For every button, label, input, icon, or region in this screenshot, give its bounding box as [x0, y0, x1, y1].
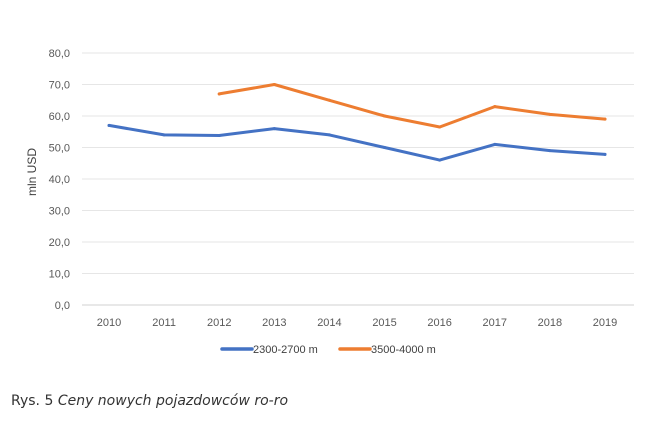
data-point — [107, 123, 111, 127]
caption-title: Ceny nowych pojazdowców ro-ro — [57, 393, 289, 409]
data-point — [272, 83, 276, 86]
y-tick-label: 80,0 — [49, 48, 70, 60]
x-tick-label: 2013 — [262, 317, 286, 329]
data-point — [603, 152, 607, 156]
series-lines — [107, 83, 607, 162]
y-tick-label: 20,0 — [49, 237, 70, 249]
x-tick-label: 2014 — [317, 317, 341, 329]
x-tick-label: 2012 — [207, 317, 231, 329]
data-point — [493, 142, 497, 146]
data-point — [327, 98, 331, 102]
y-tick-label: 40,0 — [49, 174, 70, 186]
x-tick-label: 2018 — [538, 317, 562, 329]
caption-prefix: Rys. 5 — [11, 393, 54, 409]
y-axis-title: mln USD — [25, 148, 39, 196]
x-axis-ticks: 2010 2011 2012 2013 2014 2015 2016 2017 2018 2019 — [97, 317, 617, 329]
data-point — [217, 92, 221, 96]
gridlines — [82, 52, 634, 306]
data-point — [272, 127, 276, 131]
data-point — [217, 134, 221, 138]
series-line-1 — [107, 123, 607, 162]
data-point — [603, 117, 607, 121]
x-tick-label: 2017 — [483, 317, 507, 329]
y-tick-label: 60,0 — [49, 111, 70, 123]
data-point — [327, 133, 331, 137]
data-point — [383, 146, 387, 149]
line-chart: 0,0 10,0 20,0 30,0 40,0 50,0 60,0 70,0 80,0 2010… — [25, 48, 634, 356]
legend: 2300-2700 m 3500-4000 m — [220, 344, 436, 356]
x-tick-label: 2015 — [372, 317, 396, 329]
x-tick-label: 2016 — [427, 317, 451, 329]
y-tick-label: 30,0 — [49, 206, 70, 218]
x-tick-label: 2011 — [152, 317, 176, 329]
y-tick-label: 50,0 — [49, 143, 70, 155]
data-point — [438, 158, 442, 162]
y-tick-label: 70,0 — [49, 80, 70, 92]
data-point — [162, 133, 166, 137]
y-tick-label: 10,0 — [49, 269, 70, 281]
series-line-2 — [217, 83, 607, 129]
legend-label-1: 2300-2700 m — [253, 344, 318, 356]
y-tick-label: 0,0 — [55, 300, 70, 312]
legend-label-2: 3500-4000 m — [371, 344, 436, 356]
data-point — [548, 149, 552, 153]
x-tick-label: 2010 — [97, 317, 121, 329]
data-point — [548, 112, 552, 116]
y-axis-ticks: 0,0 10,0 20,0 30,0 40,0 50,0 60,0 70,0 80,0 — [49, 48, 70, 312]
data-point — [438, 125, 442, 129]
x-tick-label: 2019 — [593, 317, 617, 329]
figure-caption: Rys. 5 Ceny nowych pojazdowców ro-ro — [11, 393, 288, 409]
data-point — [493, 105, 497, 109]
data-point — [383, 114, 387, 118]
